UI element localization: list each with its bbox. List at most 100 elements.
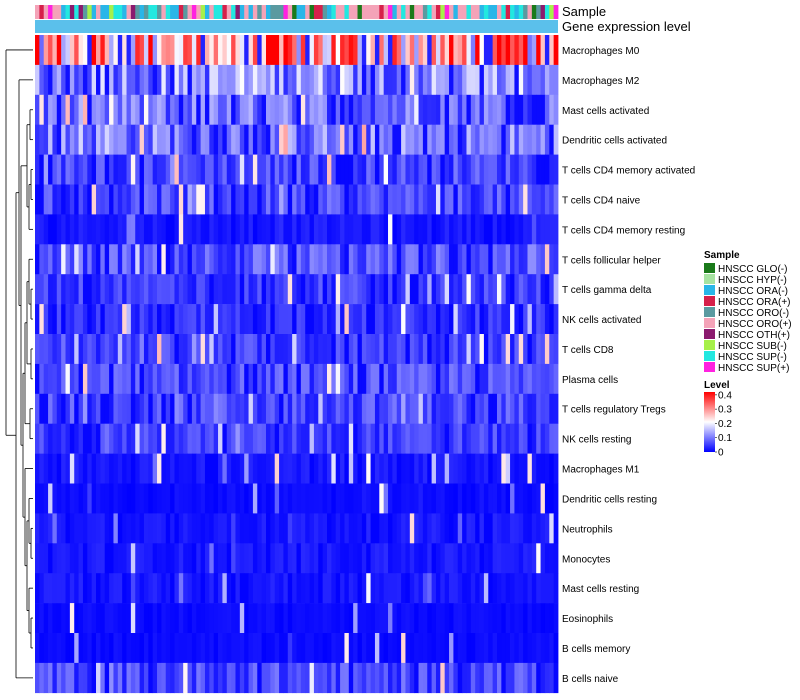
heatmap-cell	[300, 244, 306, 275]
heatmap-cell	[536, 184, 541, 215]
heatmap-cell	[78, 64, 84, 96]
heatmap-cell	[510, 334, 515, 365]
sample-annotation-cell	[56, 5, 62, 19]
heatmap-cell	[335, 393, 341, 424]
heatmap-cell	[405, 334, 411, 365]
heatmap-cell	[204, 124, 210, 155]
heatmap-cell	[109, 124, 114, 155]
heatmap-cell	[178, 35, 184, 66]
heatmap-cell	[335, 513, 341, 544]
heatmap-cell	[418, 124, 424, 155]
heatmap-cell	[265, 214, 271, 245]
heatmap-cell	[370, 154, 376, 185]
heatmap-cell	[231, 64, 236, 96]
heatmap-cell	[196, 94, 202, 125]
heatmap-cell	[409, 633, 415, 664]
heatmap-cell	[122, 573, 127, 604]
heatmap-cell	[344, 334, 350, 365]
heatmap-cell	[392, 633, 398, 664]
heatmap-cell	[427, 393, 433, 424]
heatmap-cell	[414, 214, 419, 245]
heatmap-cell	[344, 543, 350, 574]
heatmap-cell	[104, 184, 110, 215]
heatmap-cell	[531, 573, 537, 604]
sample-annotation-cell	[152, 5, 158, 19]
heatmap-cell	[505, 244, 511, 275]
heatmap-cell	[470, 543, 476, 574]
heatmap-cell	[318, 543, 324, 574]
heatmap-cell	[61, 124, 66, 155]
heatmap-cell	[361, 214, 367, 245]
heatmap-cell	[56, 94, 62, 125]
heatmap-body	[35, 35, 559, 694]
heatmap-cell	[35, 513, 40, 544]
heatmap-cell	[196, 453, 202, 484]
heatmap-cell	[335, 662, 341, 694]
heatmap-cell	[231, 334, 236, 365]
heatmap-cell	[204, 184, 210, 215]
heatmap-cell	[327, 274, 332, 305]
heatmap-cell	[143, 35, 149, 66]
heatmap-cell	[170, 633, 175, 664]
heatmap-cell	[200, 662, 206, 694]
heatmap-cell	[165, 244, 171, 275]
heatmap-cell	[161, 363, 167, 395]
heatmap-cell	[405, 244, 411, 275]
heatmap-cell	[305, 453, 310, 484]
heatmap-cell	[501, 35, 507, 66]
heatmap-cell	[527, 244, 533, 275]
heatmap-cell	[470, 35, 476, 66]
heatmap-cell	[296, 543, 302, 574]
heatmap-cell	[292, 423, 297, 454]
heatmap-cell	[374, 543, 380, 574]
heatmap-cell	[383, 304, 389, 335]
heatmap-cell	[239, 214, 245, 245]
heatmap-cell	[322, 573, 328, 604]
heatmap-cell	[209, 633, 215, 664]
heatmap-cell	[379, 94, 385, 125]
heatmap-cell	[157, 154, 162, 185]
heatmap-cell	[418, 214, 424, 245]
heatmap-cell	[348, 304, 354, 335]
heatmap-cell	[69, 603, 75, 634]
heatmap-cell	[514, 184, 520, 215]
heatmap-cell	[540, 662, 546, 694]
heatmap-cell	[514, 603, 520, 634]
heatmap-cell	[252, 94, 258, 125]
heatmap-cell	[544, 334, 550, 365]
heatmap-cell	[414, 274, 419, 305]
heatmap-cell	[453, 662, 459, 694]
heatmap-cell	[78, 304, 84, 335]
heatmap-cell	[226, 124, 232, 155]
heatmap-cell	[422, 393, 428, 424]
heatmap-cell	[82, 124, 88, 155]
heatmap-cell	[405, 543, 411, 574]
heatmap-cell	[335, 124, 341, 155]
heatmap-cell	[157, 423, 162, 454]
heatmap-cell	[331, 35, 337, 66]
heatmap-cell	[353, 393, 358, 424]
heatmap-cell	[453, 453, 459, 484]
heatmap-cell	[209, 483, 215, 514]
heatmap-cell	[435, 513, 441, 544]
heatmap-cell	[222, 603, 228, 634]
sample-annotation-cell	[305, 5, 310, 19]
heatmap-cell	[549, 573, 555, 604]
heatmap-cell	[457, 184, 463, 215]
heatmap-cell	[222, 35, 228, 66]
heatmap-cell	[82, 453, 88, 484]
heatmap-cell	[113, 124, 119, 155]
heatmap-cell	[335, 35, 341, 66]
heatmap-cell	[518, 603, 524, 634]
heatmap-cell	[392, 363, 398, 395]
heatmap-cell	[492, 304, 498, 335]
heatmap-cell	[122, 64, 127, 96]
heatmap-cell	[122, 304, 127, 335]
heatmap-cell	[126, 94, 132, 125]
heatmap-cell	[544, 423, 550, 454]
heatmap-cell	[479, 154, 485, 185]
heatmap-cell	[335, 334, 341, 365]
heatmap-cell	[409, 453, 415, 484]
heatmap-cell	[523, 453, 528, 484]
heatmap-cell	[187, 573, 193, 604]
